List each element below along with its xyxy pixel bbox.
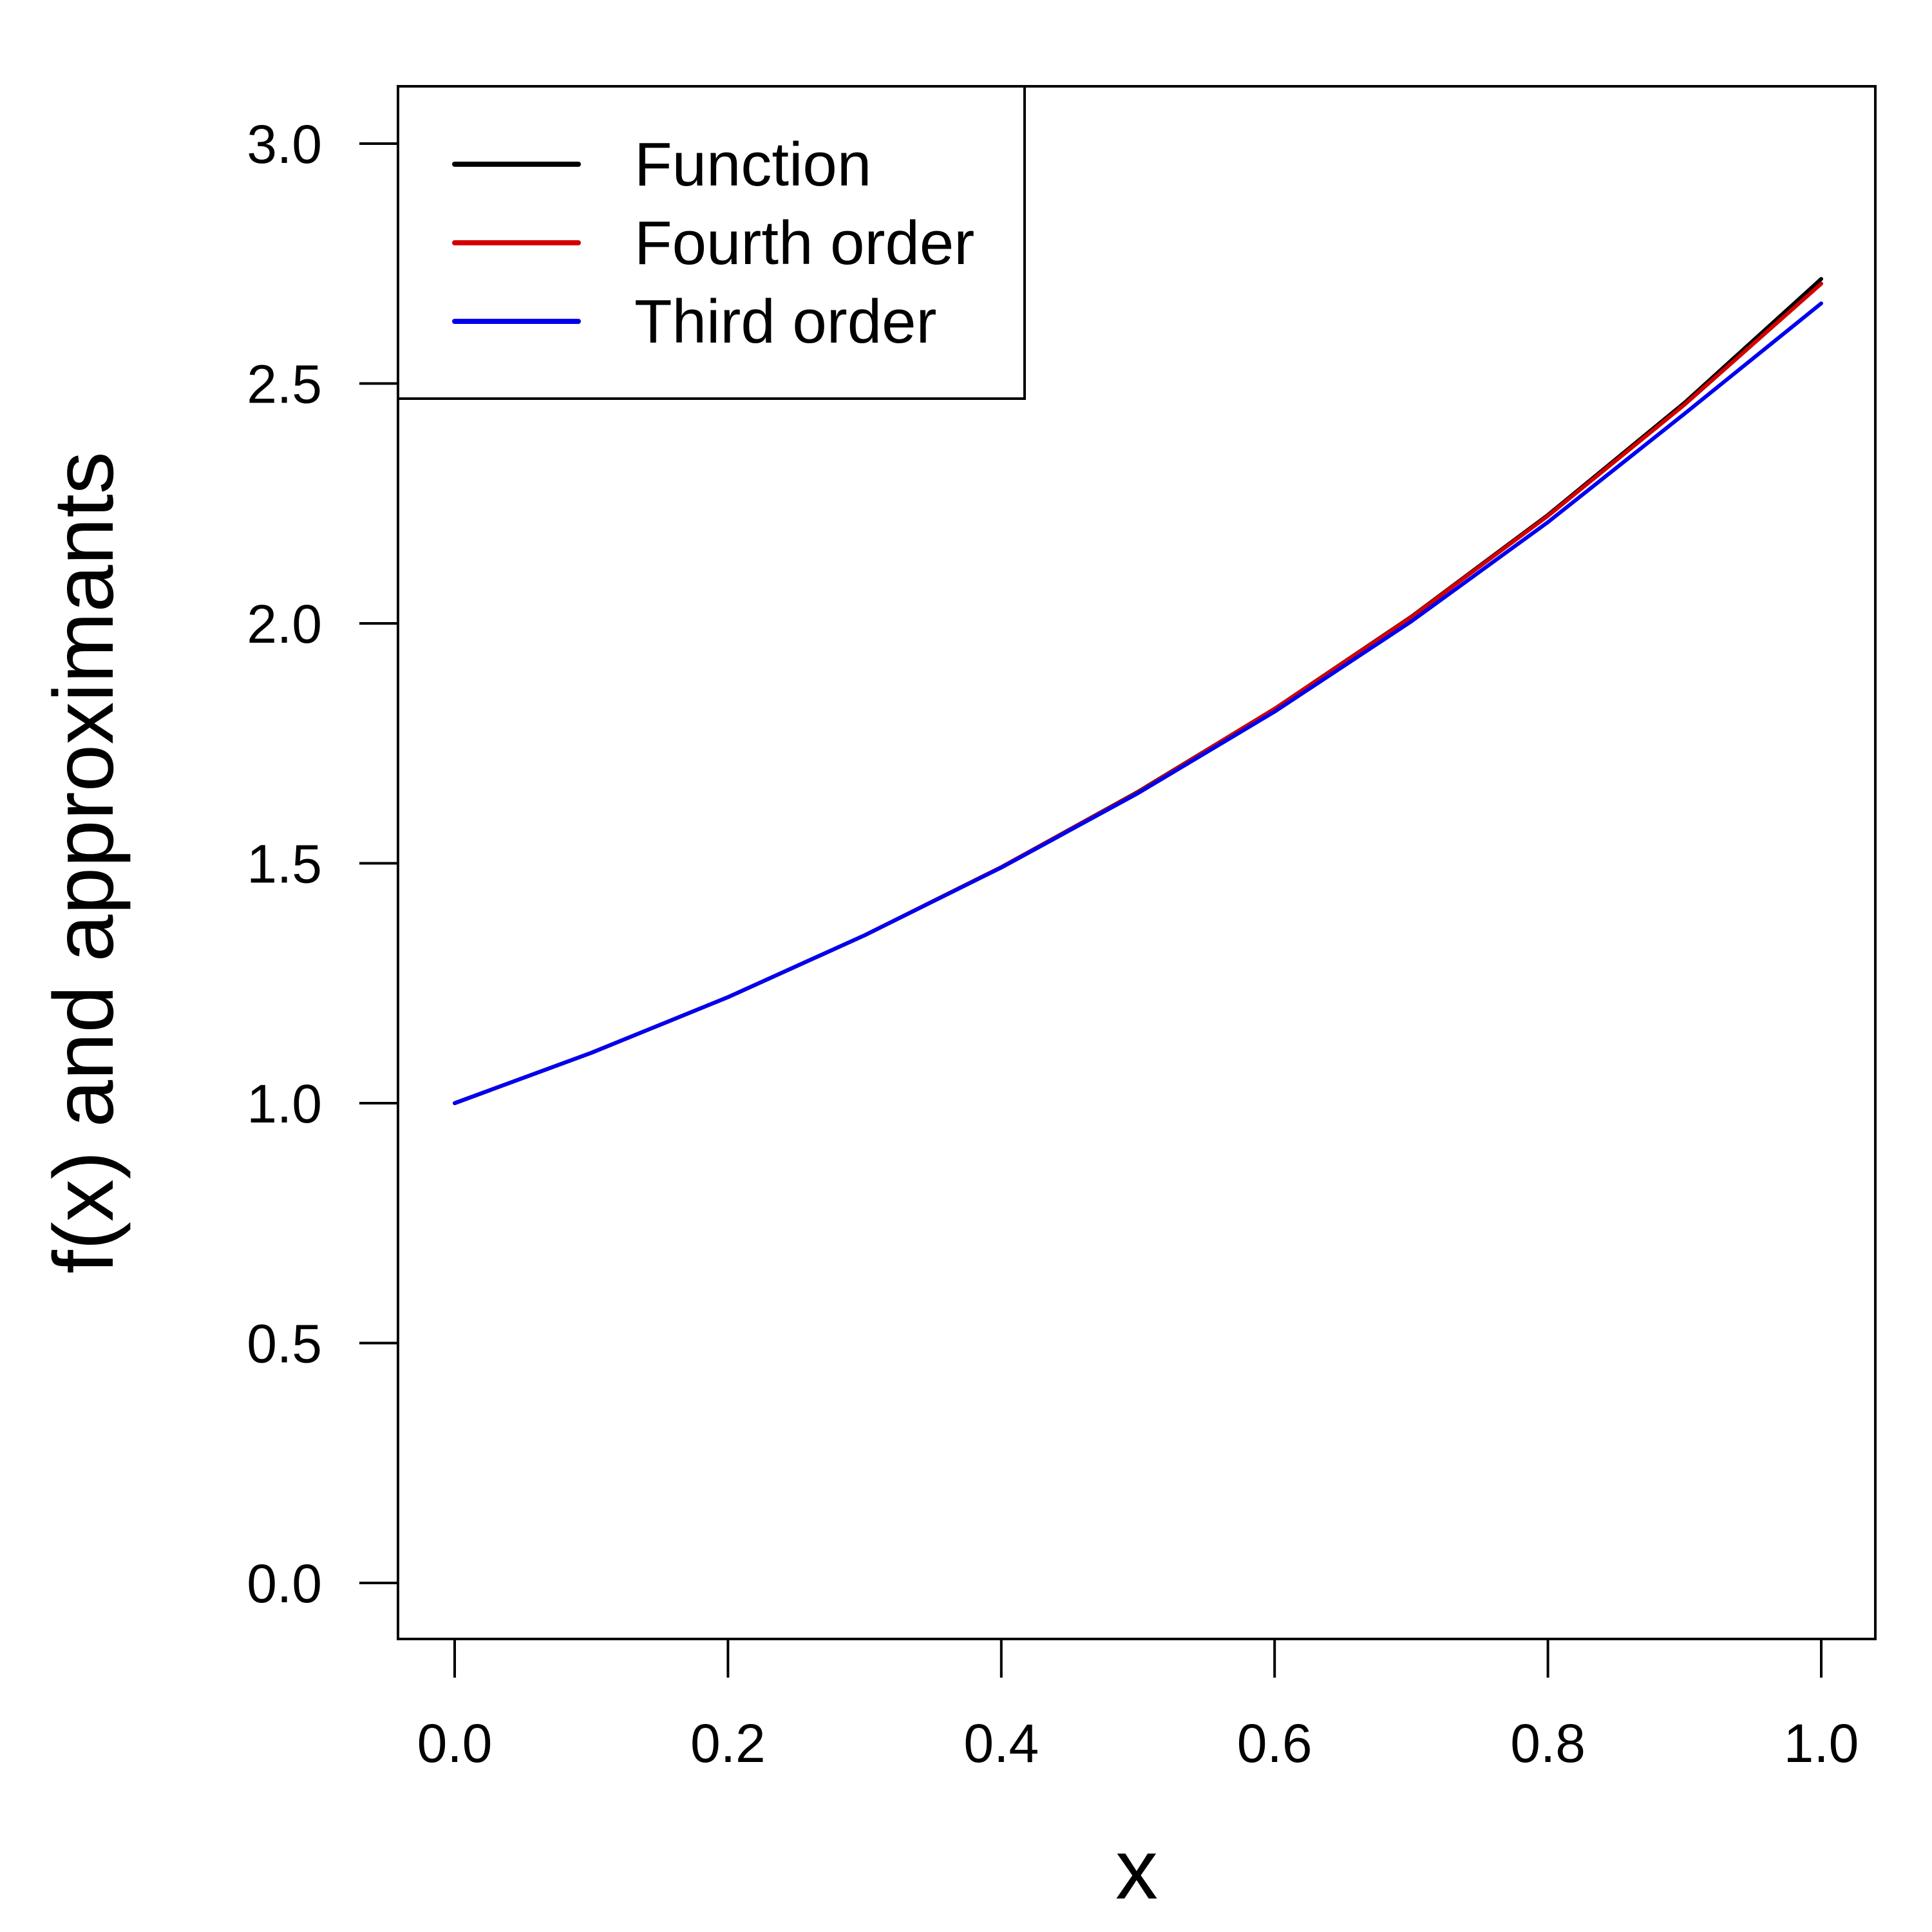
y-tick-label: 0.0 (247, 1553, 322, 1614)
x-tick-label: 0.4 (963, 1713, 1039, 1774)
legend: Function Fourth order Third order (397, 85, 1026, 400)
x-axis-title: x (1115, 1822, 1158, 1917)
series-lines (453, 277, 1823, 1105)
legend-label: Function (634, 130, 871, 199)
y-tick-label: 2.5 (247, 354, 322, 415)
y-tick-label: 3.0 (247, 114, 322, 175)
x-tick-label: 1.0 (1784, 1713, 1859, 1774)
x-axis: 0.0 0.2 0.4 0.6 0.8 1.0 (417, 1638, 1859, 1774)
y-tick-label: 0.5 (247, 1314, 322, 1374)
y-tick-label: 1.0 (247, 1074, 322, 1134)
x-tick-label: 0.0 (417, 1713, 493, 1774)
y-axis: 0.0 0.5 1.0 1.5 2.0 2.5 3.0 (247, 114, 399, 1614)
series-line-third-order (453, 301, 1823, 1105)
legend-label: Fourth order (634, 209, 974, 278)
y-axis-title: f(x) and approximants (36, 451, 131, 1274)
y-tick-label: 1.5 (247, 834, 322, 895)
x-tick-label: 0.8 (1510, 1713, 1586, 1774)
y-tick-label: 2.0 (247, 594, 322, 654)
legend-label: Third order (634, 287, 937, 356)
series-line-fourth-order (453, 281, 1823, 1105)
series-line-function (453, 277, 1823, 1105)
x-tick-label: 0.6 (1237, 1713, 1312, 1774)
x-tick-label: 0.2 (690, 1713, 766, 1774)
